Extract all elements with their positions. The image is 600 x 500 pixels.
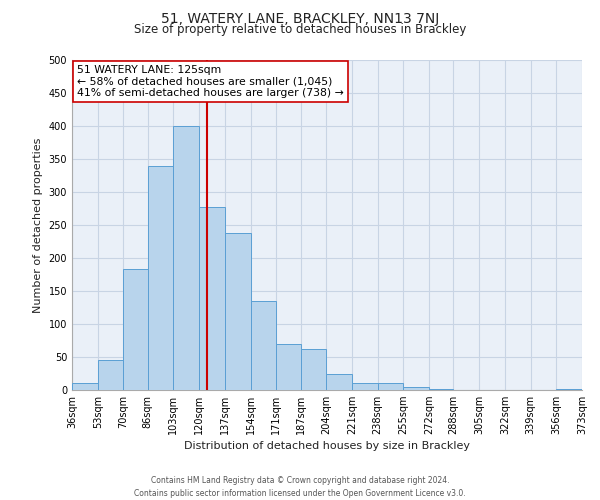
Y-axis label: Number of detached properties: Number of detached properties bbox=[33, 138, 43, 312]
Bar bbox=[124, 269, 148, 390]
Bar bbox=[352, 384, 377, 390]
Text: 51 WATERY LANE: 125sqm
← 58% of detached houses are smaller (1,045)
41% of semi-: 51 WATERY LANE: 125sqm ← 58% of detached… bbox=[77, 65, 344, 98]
Text: 51, WATERY LANE, BRACKLEY, NN13 7NJ: 51, WATERY LANE, BRACKLEY, NN13 7NJ bbox=[161, 12, 439, 26]
Bar bbox=[301, 349, 326, 390]
Bar bbox=[98, 360, 124, 390]
Bar bbox=[556, 388, 582, 390]
Text: Size of property relative to detached houses in Brackley: Size of property relative to detached ho… bbox=[134, 22, 466, 36]
Bar bbox=[403, 386, 429, 390]
Bar bbox=[326, 374, 352, 390]
Bar bbox=[225, 233, 251, 390]
X-axis label: Distribution of detached houses by size in Brackley: Distribution of detached houses by size … bbox=[184, 442, 470, 452]
Bar bbox=[251, 301, 277, 390]
Bar bbox=[277, 344, 301, 390]
Bar bbox=[173, 126, 199, 390]
Bar bbox=[377, 384, 403, 390]
Bar bbox=[199, 206, 225, 390]
Bar bbox=[429, 388, 454, 390]
Text: Contains HM Land Registry data © Crown copyright and database right 2024.
Contai: Contains HM Land Registry data © Crown c… bbox=[134, 476, 466, 498]
Bar bbox=[72, 384, 98, 390]
Bar bbox=[148, 166, 173, 390]
